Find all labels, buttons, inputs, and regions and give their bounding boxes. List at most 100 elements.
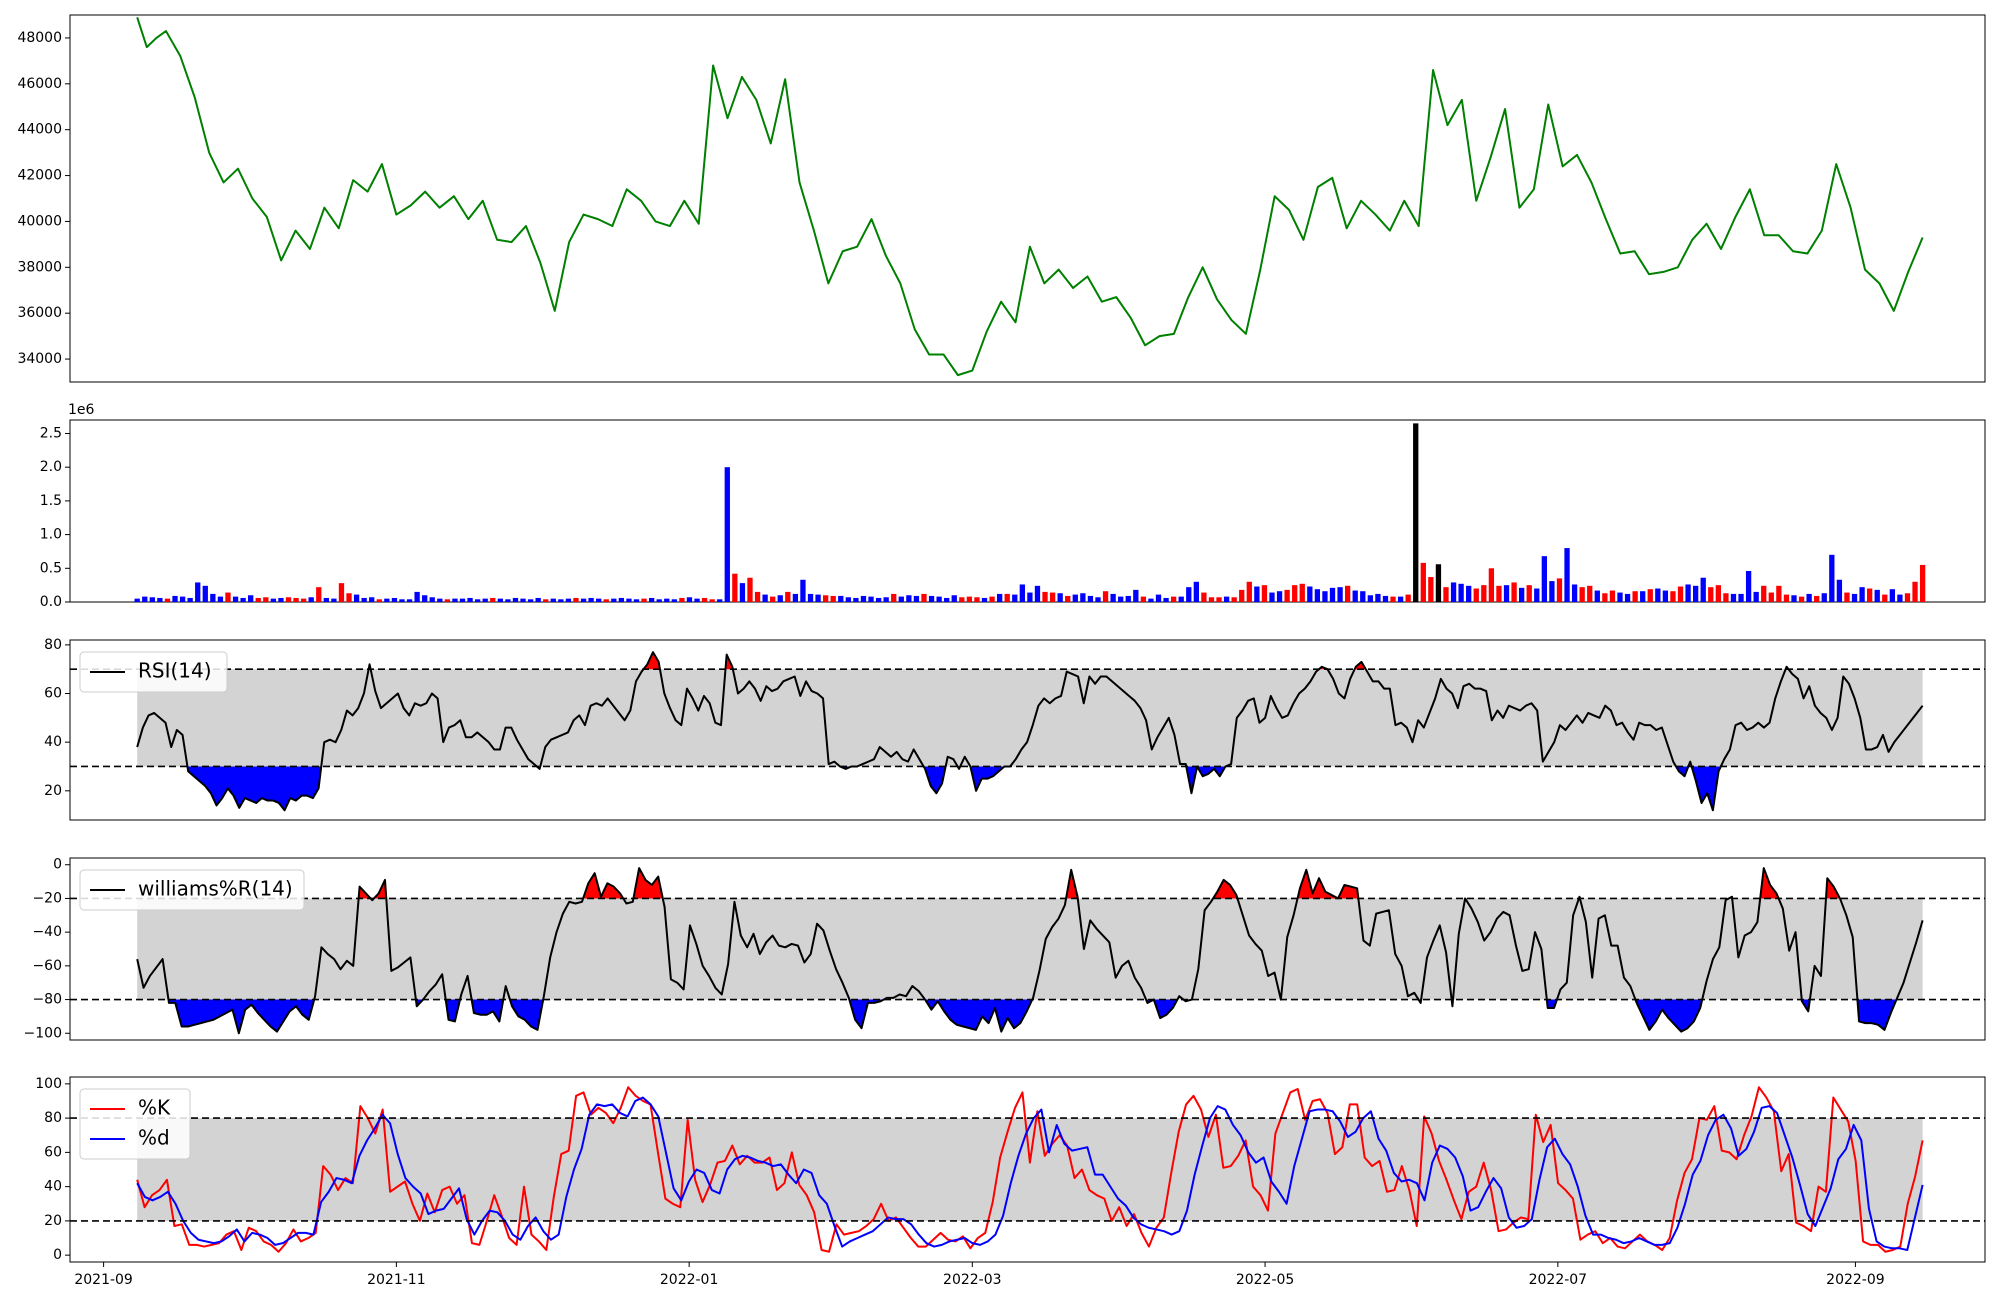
volume-bar	[996, 593, 1003, 602]
volume-bar	[391, 597, 398, 602]
overbought-fill	[1354, 661, 1366, 670]
volume-bar	[558, 599, 564, 602]
volume-bar	[1670, 591, 1676, 602]
volume-bar	[1632, 591, 1638, 602]
volume-bar	[1397, 596, 1404, 602]
panel-1-ytick-label: 0.0	[40, 594, 62, 610]
volume-bar	[172, 595, 178, 602]
volume-bar	[1125, 595, 1131, 602]
panel-2-legend	[79, 651, 228, 693]
volume-bar	[1428, 577, 1434, 602]
volume-bar	[1239, 589, 1245, 602]
volume-bar	[1155, 594, 1162, 602]
volume-bar	[195, 582, 201, 602]
volume-bar	[838, 595, 844, 602]
volume-bar	[815, 594, 821, 602]
volume-bar	[331, 598, 337, 602]
volume-bar	[437, 598, 443, 602]
volume-bar	[346, 593, 352, 602]
volume-bar	[1004, 593, 1010, 602]
volume-bar	[1314, 589, 1321, 602]
volume-bar	[981, 597, 988, 602]
volume-bar	[762, 594, 768, 602]
volume-bar	[1821, 593, 1827, 602]
panel-1-ytick-label: 1.5	[40, 493, 62, 509]
legend-label: RSI(14)	[138, 659, 212, 683]
volume-bar	[1390, 596, 1396, 602]
volume-bar	[1473, 588, 1479, 602]
volume-bar	[1579, 587, 1585, 602]
volume-bar	[596, 598, 602, 602]
volume-bar	[1783, 594, 1790, 602]
volume-bar	[323, 597, 329, 602]
volume-bar	[1276, 591, 1283, 602]
volume-bar	[1186, 587, 1192, 602]
panel-1-ytick-label: 1.0	[40, 527, 62, 543]
volume-bar	[1163, 597, 1169, 602]
volume-bar	[474, 599, 481, 602]
volume-bar	[1738, 593, 1744, 602]
volume-bar	[1057, 593, 1063, 602]
volume-bar	[1685, 584, 1691, 602]
x-tick-label: 2022-07	[1529, 1272, 1588, 1288]
volume-bar	[308, 597, 314, 602]
volume-bar	[142, 596, 148, 602]
volume-bar	[1405, 594, 1411, 602]
volume-bar	[157, 597, 163, 602]
volume-bar	[527, 599, 534, 602]
volume-bar	[777, 595, 783, 602]
panel-1-ytick-label: 2.0	[40, 459, 62, 475]
volume-bar	[134, 598, 140, 602]
panel-3-band	[137, 898, 1923, 1000]
volume-bar	[164, 598, 171, 602]
volume-bar	[225, 592, 231, 602]
volume-bar	[1587, 585, 1593, 602]
volume-bar	[1488, 568, 1495, 602]
volume-bar	[1829, 554, 1835, 602]
legend-label: %K	[138, 1096, 171, 1120]
volume-bar	[868, 596, 874, 602]
volume-bar	[1193, 581, 1199, 602]
volume-bar	[1065, 595, 1071, 602]
volume-bar	[1745, 570, 1752, 602]
oversold-fill	[925, 999, 1033, 1032]
volume-bar	[1307, 586, 1313, 602]
x-tick-label: 2021-11	[367, 1272, 426, 1288]
volume-bar	[1519, 587, 1525, 602]
legend-label: %d	[138, 1126, 170, 1150]
volume-bar	[1768, 592, 1774, 602]
volume-bar	[1904, 593, 1911, 602]
volume-bar	[1753, 591, 1759, 602]
volume-bar	[1299, 583, 1305, 602]
volume-bar	[1080, 593, 1086, 602]
volume-bar	[1133, 589, 1139, 602]
volume-bar	[1148, 598, 1154, 602]
volume-bar	[293, 597, 299, 602]
volume-bar	[187, 597, 193, 602]
volume-bar	[626, 598, 632, 602]
panel-2-frame	[69, 639, 1986, 821]
volume-bar	[1027, 592, 1033, 602]
volume-bar	[1420, 562, 1426, 602]
volume-bar	[1201, 592, 1207, 602]
volume-bar	[754, 591, 761, 602]
volume-bar	[1216, 597, 1222, 602]
volume-bar	[1360, 591, 1366, 602]
volume-bar	[1246, 581, 1252, 602]
volume-bar	[966, 596, 973, 602]
volume-bar	[179, 596, 186, 602]
panel-0-ytick-label: 38000	[17, 259, 62, 275]
volume-bar	[1882, 594, 1888, 602]
volume-bar	[739, 583, 746, 602]
volume-bar	[928, 595, 935, 602]
volume-bar	[989, 596, 995, 602]
panel-4-ytick-label: 20	[44, 1213, 62, 1229]
volume-bar	[732, 573, 738, 602]
volume-bar	[573, 597, 579, 602]
volume-bar	[1867, 588, 1873, 602]
volume-bar	[1761, 585, 1767, 602]
volume-bar	[611, 598, 617, 602]
oversold-fill	[849, 999, 884, 1029]
volume-bar	[300, 598, 307, 602]
volume-bar	[1034, 585, 1041, 602]
